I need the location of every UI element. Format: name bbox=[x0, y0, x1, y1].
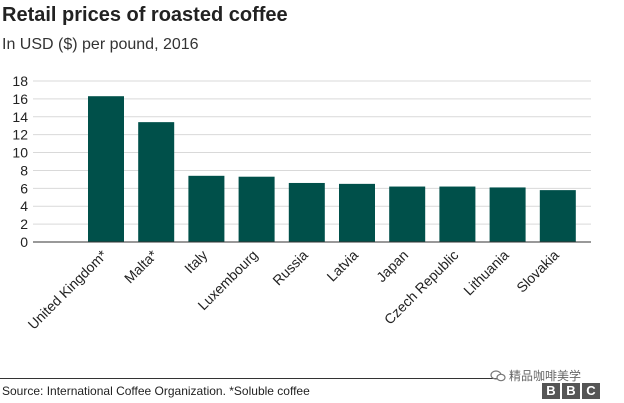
y-tick-label: 12 bbox=[12, 127, 28, 143]
watermark-text: 精品咖啡美学 bbox=[509, 369, 582, 383]
bar bbox=[539, 190, 576, 242]
bar bbox=[288, 182, 325, 242]
bar bbox=[389, 186, 426, 242]
bbc-letter-c: C bbox=[582, 383, 600, 399]
bar bbox=[188, 175, 225, 242]
bar-chart: 0 2 4 6 810 12 14 16 18 United Kingdom* Malta* Ita… bbox=[12, 73, 591, 332]
y-tick-label: 6 bbox=[20, 180, 28, 196]
bar bbox=[339, 183, 375, 242]
bar bbox=[88, 96, 124, 242]
x-tick-label: Russia bbox=[269, 247, 311, 289]
chart-title: Retail prices of roasted coffee bbox=[2, 4, 288, 26]
x-tick-label: United Kingdom* bbox=[25, 246, 111, 332]
x-tick-label: Malta* bbox=[121, 246, 161, 286]
y-tick-label: 2 bbox=[20, 216, 28, 232]
bar bbox=[439, 186, 476, 242]
x-tick-label: Latvia bbox=[323, 247, 361, 285]
y-tick-label: 0 bbox=[20, 234, 28, 250]
y-tick-label: 8 bbox=[20, 162, 28, 178]
x-tick-label: Italy bbox=[181, 247, 210, 276]
bbc-logo: B B C bbox=[542, 383, 600, 399]
y-tick-label: 4 bbox=[20, 198, 28, 214]
wechat-icon bbox=[490, 369, 506, 381]
bbc-letter-b1: B bbox=[542, 383, 560, 399]
y-tick-label: 16 bbox=[12, 91, 28, 107]
y-tick-label: 14 bbox=[12, 109, 28, 125]
bar bbox=[238, 176, 275, 242]
y-tick-label: 18 bbox=[12, 73, 28, 89]
x-tick-label: Japan bbox=[373, 247, 411, 285]
bar bbox=[138, 122, 175, 242]
x-tick-label: Lithuania bbox=[460, 247, 512, 299]
bars bbox=[88, 96, 576, 242]
wechat-watermark: 精品咖啡美学 bbox=[490, 367, 581, 384]
y-axis-ticks: 0 2 4 6 810 12 14 16 18 bbox=[12, 73, 28, 250]
chart-subtitle: In USD ($) per pound, 2016 bbox=[2, 36, 199, 53]
bbc-letter-b2: B bbox=[562, 383, 580, 399]
y-tick-label: 10 bbox=[12, 145, 28, 161]
source-note: Source: International Coffee Organizatio… bbox=[2, 384, 310, 398]
bar bbox=[489, 187, 526, 242]
x-tick-label: Slovakia bbox=[513, 247, 562, 296]
footer-divider bbox=[0, 378, 497, 379]
